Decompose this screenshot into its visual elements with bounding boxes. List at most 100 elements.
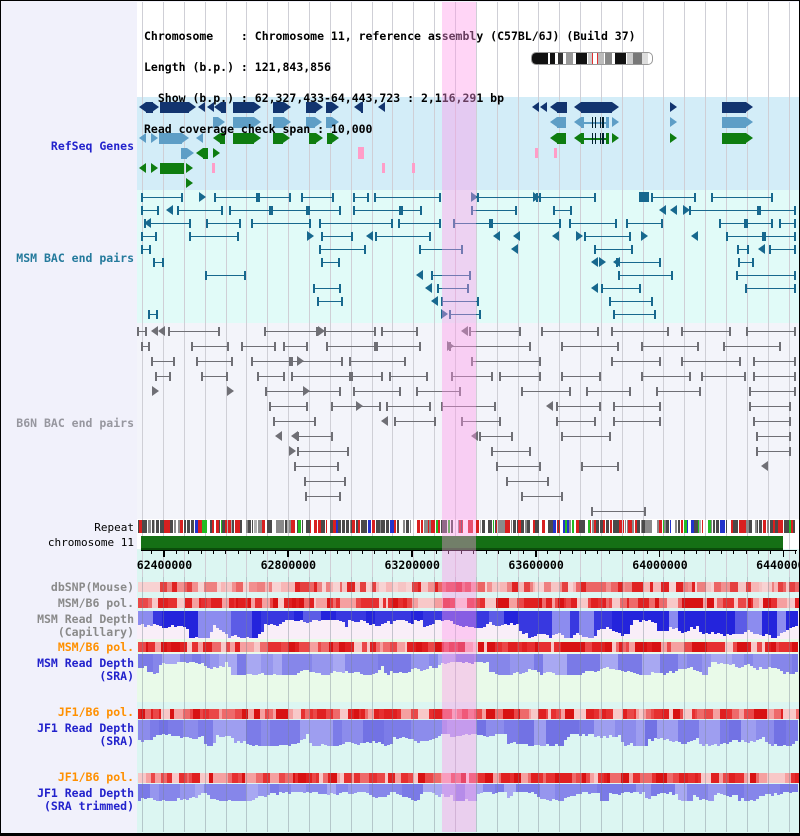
- gene-arrow-right[interactable]: [746, 117, 753, 127]
- gene-arrow-right[interactable]: [182, 133, 189, 143]
- msm-bac-pair[interactable]: [317, 297, 343, 306]
- msm-bac-pair[interactable]: [375, 232, 431, 241]
- gene-arrow-right[interactable]: [254, 117, 261, 127]
- b6n-bac-pair[interactable]: [701, 372, 746, 381]
- b6n-bac-pair[interactable]: [746, 327, 796, 336]
- msm-bac-pair[interactable]: [189, 232, 239, 241]
- msm-bac-pair[interactable]: [319, 219, 393, 228]
- msm-bac-pair[interactable]: [313, 284, 341, 293]
- msm-bac-pair[interactable]: [419, 245, 463, 254]
- b6n-bac-pair[interactable]: [168, 327, 220, 336]
- gene-box[interactable]: [557, 102, 567, 113]
- b6n-bac-end-arrow[interactable]: [289, 446, 296, 456]
- gene-arrow-left[interactable]: [550, 133, 557, 143]
- gene-box[interactable]: [606, 133, 609, 144]
- gene-arrow-right[interactable]: [284, 117, 291, 127]
- msm-bac-end-arrow[interactable]: [199, 192, 206, 202]
- b6n-bac-pair[interactable]: [561, 432, 611, 441]
- gene-arrow-right[interactable]: [213, 148, 220, 158]
- msm-bac-pair[interactable]: [759, 206, 796, 215]
- msm-bac-pair[interactable]: [441, 297, 479, 306]
- gene-box[interactable]: [722, 133, 746, 144]
- gene-box[interactable]: [306, 102, 316, 113]
- gene-arrow-left[interactable]: [198, 102, 205, 112]
- gene-box[interactable]: [606, 117, 609, 128]
- b6n-bac-pair[interactable]: [749, 387, 796, 396]
- gene-box[interactable]: [361, 102, 363, 113]
- chromosome-bar[interactable]: [141, 536, 783, 550]
- gene-box[interactable]: [309, 133, 316, 144]
- chromosome-ideogram[interactable]: [531, 52, 653, 65]
- msm-bac-end-arrow[interactable]: [144, 218, 151, 228]
- gene-arrow-right[interactable]: [151, 133, 158, 143]
- gene-arrow-right[interactable]: [332, 133, 339, 143]
- b6n-bac-pair[interactable]: [264, 327, 318, 336]
- b6n-bac-pair[interactable]: [469, 327, 521, 336]
- msm-bac-pair[interactable]: [319, 245, 366, 254]
- msm-bac-pair[interactable]: [594, 245, 633, 254]
- msm-bac-pair[interactable]: [144, 219, 191, 228]
- gene-box[interactable]: [146, 102, 153, 113]
- b6n-bac-end-arrow[interactable]: [158, 326, 165, 336]
- gene-box[interactable]: [233, 133, 254, 144]
- gene-box[interactable]: [327, 133, 332, 144]
- b6n-bac-pair[interactable]: [681, 327, 731, 336]
- b6n-bac-pair[interactable]: [196, 357, 233, 366]
- msm-bac-end-arrow[interactable]: [166, 205, 173, 215]
- gene-box[interactable]: [233, 117, 254, 128]
- msm-bac-pair[interactable]: [738, 258, 754, 267]
- msm-bac-pair[interactable]: [398, 219, 441, 228]
- b6n-bac-pair[interactable]: [756, 447, 791, 456]
- view-indicator[interactable]: [592, 53, 598, 64]
- b6n-bac-pair[interactable]: [269, 402, 308, 411]
- b6n-bac-pair[interactable]: [305, 492, 341, 501]
- msm-bac-block[interactable]: [639, 192, 649, 202]
- b6n-bac-pair[interactable]: [251, 357, 291, 366]
- msm-bac-pair[interactable]: [779, 219, 796, 228]
- gene-box[interactable]: [233, 102, 254, 113]
- b6n-bac-end-arrow[interactable]: [761, 461, 768, 471]
- variation-tick[interactable]: [412, 163, 415, 173]
- msm-bac-end-arrow[interactable]: [591, 283, 598, 293]
- gene-arrow-left[interactable]: [139, 102, 146, 112]
- gene-arrow-right[interactable]: [152, 102, 159, 112]
- msm-bac-pair[interactable]: [206, 219, 241, 228]
- gene-box[interactable]: [581, 117, 584, 128]
- b6n-bac-end-arrow[interactable]: [291, 431, 298, 441]
- msm-bac-end-arrow[interactable]: [513, 231, 520, 241]
- msm-bac-pair[interactable]: [449, 310, 481, 319]
- b6n-bac-pair[interactable]: [381, 327, 418, 336]
- msm-bac-end-arrow[interactable]: [366, 231, 373, 241]
- b6n-bac-pair[interactable]: [641, 342, 699, 351]
- b6n-bac-pair[interactable]: [394, 417, 436, 426]
- gene-arrow-right[interactable]: [670, 102, 677, 112]
- b6n-bac-end-arrow[interactable]: [275, 431, 282, 441]
- b6n-bac-pair[interactable]: [349, 357, 406, 366]
- gene-arrow-left[interactable]: [550, 102, 557, 112]
- gene-arrow-right[interactable]: [316, 133, 323, 143]
- msm-bac-pair[interactable]: [308, 206, 341, 215]
- msm-bac-pair[interactable]: [569, 219, 617, 228]
- b6n-bac-pair[interactable]: [496, 462, 541, 471]
- variation-tick[interactable]: [535, 148, 538, 158]
- b6n-bac-pair[interactable]: [141, 342, 150, 351]
- b6n-bac-pair[interactable]: [291, 372, 351, 381]
- msm-bac-end-arrow[interactable]: [431, 296, 438, 306]
- msm-bac-pair[interactable]: [616, 258, 661, 267]
- gene-arrow-right[interactable]: [332, 117, 339, 127]
- b6n-bac-pair[interactable]: [151, 357, 175, 366]
- b6n-bac-pair[interactable]: [753, 417, 791, 426]
- b6n-bac-pair[interactable]: [273, 417, 316, 426]
- gene-box[interactable]: [581, 133, 584, 144]
- msm-bac-pair[interactable]: [141, 245, 151, 254]
- msm-bac-pair[interactable]: [431, 271, 471, 280]
- variation-tick[interactable]: [382, 163, 385, 173]
- msm-bac-end-arrow[interactable]: [552, 231, 559, 241]
- gene-arrow-right[interactable]: [186, 178, 193, 188]
- b6n-bac-pair[interactable]: [611, 357, 661, 366]
- b6n-bac-end-arrow[interactable]: [447, 341, 454, 351]
- msm-bac-pair[interactable]: [539, 193, 596, 202]
- msm-bac-end-arrow[interactable]: [511, 244, 518, 254]
- msm-bac-end-arrow[interactable]: [533, 192, 540, 202]
- gene-box[interactable]: [220, 133, 225, 144]
